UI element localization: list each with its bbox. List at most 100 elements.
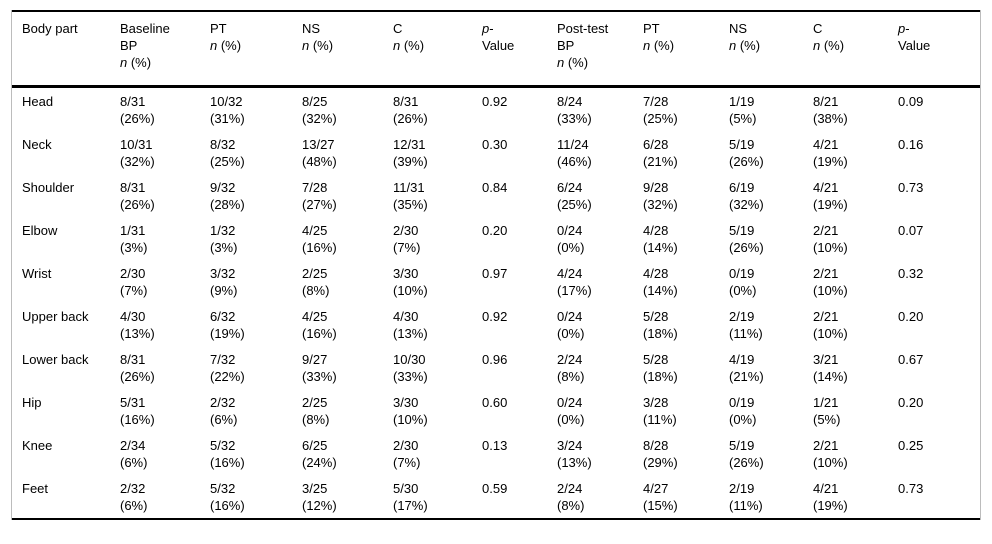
- count-fraction: 2/34: [120, 438, 146, 453]
- baseline-p-value-cell: 0.92: [482, 94, 508, 109]
- count-fraction: 10/32: [210, 94, 243, 109]
- posttest-cell-1: 6/28 (21%): [643, 131, 729, 174]
- percentage: (28%): [210, 197, 245, 212]
- posttest-cell-3: 8/21 (38%): [813, 87, 898, 132]
- percentage: (35%): [393, 197, 428, 212]
- baseline-cell-3: 12/31 (39%): [393, 131, 482, 174]
- count-fraction: 8/31: [393, 94, 419, 109]
- percentage: (8%): [302, 283, 330, 298]
- percentage: (29%): [643, 455, 678, 470]
- column-header-posttest-bp: Post-test BP n (%): [557, 10, 643, 88]
- percentage: (32%): [729, 197, 764, 212]
- count-fraction: 5/31: [120, 395, 146, 410]
- baseline-cell-1: 2/32 (6%): [210, 389, 302, 432]
- baseline-cell-2: 9/27 (33%): [302, 346, 393, 389]
- percentage: (38%): [813, 111, 848, 126]
- percentage: (26%): [729, 154, 764, 169]
- count-fraction: 1/21: [813, 395, 839, 410]
- table-body: Head 8/31 (26%) 10/32 (31%) 8/25 (32%) 8/31 (26%…: [12, 87, 980, 520]
- percentage: (13%): [393, 326, 428, 341]
- count-fraction: 13/27: [302, 137, 335, 152]
- baseline-p-value-cell: 0.20: [482, 223, 508, 238]
- count-fraction: 2/32: [120, 481, 146, 496]
- baseline-cell-3: 2/30 (7%): [393, 217, 482, 260]
- percentage: (16%): [120, 412, 155, 427]
- baseline-cell-3: 3/30 (10%): [393, 260, 482, 303]
- count-fraction: 2/30: [393, 438, 419, 453]
- count-fraction: 7/28: [302, 180, 328, 195]
- percentage: (7%): [393, 240, 421, 255]
- percentage: (24%): [302, 455, 337, 470]
- posttest-cell-0: 2/24 (8%): [557, 346, 643, 389]
- count-fraction: 4/21: [813, 137, 839, 152]
- body-part-cell: Shoulder: [12, 174, 120, 217]
- baseline-cell-3: 8/31 (26%): [393, 87, 482, 132]
- header-line: n (%): [120, 55, 152, 70]
- percentage: (6%): [120, 498, 148, 513]
- baseline-cell-1: 5/32 (16%): [210, 432, 302, 475]
- percentage: (31%): [210, 111, 245, 126]
- posttest-cell-3: 4/21 (19%): [813, 174, 898, 217]
- baseline-cell-3: 4/30 (13%): [393, 303, 482, 346]
- count-fraction: 4/28: [643, 223, 669, 238]
- body-part-cell: Upper back: [12, 303, 120, 346]
- posttest-cell-1: 8/28 (29%): [643, 432, 729, 475]
- baseline-p-value-cell: 0.97: [482, 266, 508, 281]
- posttest-p-value-cell: 0.67: [898, 352, 924, 367]
- percentage: (14%): [643, 283, 678, 298]
- count-fraction: 4/28: [643, 266, 669, 281]
- baseline-cell-0: 8/31 (26%): [120, 174, 210, 217]
- percentage: (26%): [120, 197, 155, 212]
- baseline-cell-0: 5/31 (16%): [120, 389, 210, 432]
- body-part-cell: Hip: [12, 389, 120, 432]
- baseline-p-value-cell: 0.59: [482, 475, 557, 520]
- column-header-baseline-p: p- Value: [482, 10, 557, 88]
- count-fraction: 1/19: [729, 94, 755, 109]
- count-fraction: 4/27: [643, 481, 669, 496]
- header-line: p-: [482, 21, 494, 36]
- percentage: (26%): [120, 369, 155, 384]
- count-fraction: 4/21: [813, 481, 839, 496]
- posttest-cell-3: 2/21 (10%): [813, 303, 898, 346]
- count-fraction: 2/25: [302, 395, 328, 410]
- column-header-baseline-pt: PT n (%): [210, 10, 302, 88]
- percentage: (33%): [393, 369, 428, 384]
- header-line: PT: [210, 21, 227, 36]
- percentage: (17%): [393, 498, 428, 513]
- count-fraction: 3/30: [393, 395, 419, 410]
- posttest-cell-2: 2/19 (11%): [729, 303, 813, 346]
- table-row: Shoulder 8/31 (26%) 9/32 (28%) 7/28 (27%) 11/31…: [12, 174, 980, 217]
- baseline-cell-1: 7/32 (22%): [210, 346, 302, 389]
- percentage: (27%): [302, 197, 337, 212]
- count-fraction: 4/19: [729, 352, 755, 367]
- header-line: BP: [120, 38, 138, 53]
- body-part-cell: Wrist: [12, 260, 120, 303]
- baseline-p-value-cell: 0.96: [482, 352, 508, 367]
- baseline-p-value-cell: 0.30: [482, 137, 508, 152]
- count-fraction: 7/32: [210, 352, 236, 367]
- body-part-label: Hip: [22, 395, 42, 410]
- count-fraction: 0/19: [729, 266, 755, 281]
- baseline-cell-2: 6/25 (24%): [302, 432, 393, 475]
- count-fraction: 4/25: [302, 309, 328, 324]
- count-fraction: 4/30: [120, 309, 146, 324]
- count-fraction: 8/32: [210, 137, 236, 152]
- posttest-cell-1: 7/28 (25%): [643, 87, 729, 132]
- percentage: (11%): [729, 326, 763, 341]
- posttest-cell-1: 3/28 (11%): [643, 389, 729, 432]
- table-row: Neck 10/31 (32%) 8/32 (25%) 13/27 (48%) 12/31 (3…: [12, 131, 980, 174]
- posttest-cell-3: 1/21 (5%): [813, 389, 898, 432]
- count-fraction: 1/32: [210, 223, 236, 238]
- percentage: (9%): [210, 283, 238, 298]
- table-row: Hip 5/31 (16%) 2/32 (6%) 2/25 (8%) 3/30 (10%) 0.6…: [12, 389, 980, 432]
- count-fraction: 10/30: [393, 352, 426, 367]
- baseline-p-value-cell: 0.60: [482, 395, 508, 410]
- percentage: (16%): [210, 498, 245, 513]
- posttest-p-value-cell: 0.20: [898, 395, 924, 410]
- count-fraction: 6/25: [302, 438, 328, 453]
- body-part-label: Shoulder: [22, 180, 75, 195]
- count-fraction: 2/24: [557, 352, 583, 367]
- posttest-cell-0: 11/24 (46%): [557, 131, 643, 174]
